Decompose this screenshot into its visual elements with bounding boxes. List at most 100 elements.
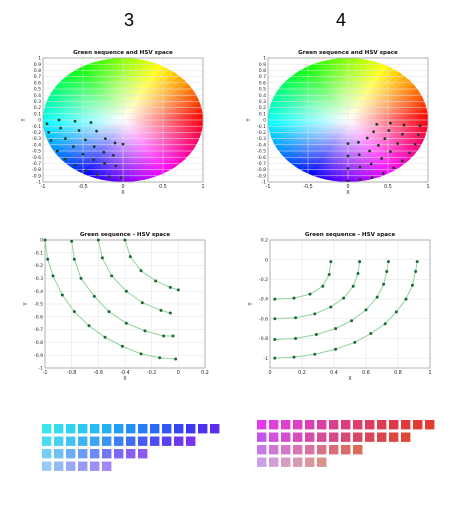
data-point: [128, 255, 132, 259]
data-point: [292, 355, 296, 359]
color-swatch: [90, 461, 100, 471]
y-tick-label: -1: [263, 356, 268, 362]
y-tick-label: -0.8: [32, 167, 41, 173]
color-swatch: [425, 420, 435, 430]
y-tick-label: 0: [40, 238, 43, 244]
color-swatch: [78, 436, 88, 446]
y-tick-label: 0.8: [259, 68, 266, 74]
data-point: [381, 171, 385, 175]
color-swatch: [389, 432, 399, 442]
color-swatch: [341, 445, 351, 455]
y-tick-label: -0.4: [32, 142, 41, 148]
y-tick-label: -0.7: [34, 327, 43, 333]
data-point: [389, 121, 392, 125]
data-point: [123, 238, 127, 242]
data-point: [47, 131, 50, 134]
color-swatch: [377, 420, 387, 430]
color-swatch: [126, 436, 136, 446]
y-tick-label: -0.8: [259, 336, 268, 342]
y-tick-label: -0.1: [257, 124, 266, 130]
data-point: [158, 356, 162, 360]
y-tick-label: -0.3: [32, 136, 41, 142]
y-tick-label: -1: [38, 366, 43, 372]
data-point: [383, 137, 387, 141]
color-swatch: [114, 449, 124, 459]
data-point: [139, 269, 143, 273]
color-swatch: [42, 424, 52, 434]
y-tick-label: -1: [261, 180, 266, 186]
color-swatch: [401, 420, 411, 430]
color-swatch: [78, 461, 88, 471]
x-tick-label: -0.2: [147, 370, 156, 376]
x-axis-label: X: [121, 190, 125, 196]
color-swatch: [150, 424, 160, 434]
data-point: [401, 132, 404, 136]
data-point: [84, 169, 88, 173]
color-swatch: [269, 432, 279, 442]
y-tick-label: 0.2: [261, 238, 268, 244]
color-swatch: [293, 445, 303, 455]
y-tick-label: -0.3: [34, 276, 43, 282]
color-swatch: [257, 445, 267, 455]
data-point: [89, 121, 93, 124]
color-swatch: [138, 424, 148, 434]
y-tick-label: -0.2: [259, 277, 268, 283]
color-swatch: [42, 449, 52, 459]
chart-0: Green sequence and HSV space -1 -0.5 0 0.5 1 -…: [21, 50, 205, 196]
y-tick-label: 0: [265, 257, 268, 263]
y-tick-label: 0.8: [34, 68, 41, 74]
data-point: [171, 334, 175, 338]
data-point: [72, 310, 76, 314]
series-0: [346, 124, 422, 183]
series-0: [43, 238, 178, 361]
color-swatch: [78, 424, 88, 434]
y-tick-label: 0: [263, 118, 266, 124]
data-point: [273, 337, 277, 341]
color-swatch: [329, 445, 339, 455]
data-point: [176, 288, 180, 292]
color-swatch: [257, 457, 267, 467]
chart-title: Green sequence - HSV space: [80, 232, 170, 238]
data-point: [110, 274, 114, 278]
color-swatch: [293, 432, 303, 442]
data-point: [370, 176, 374, 180]
x-tick-label: 1: [201, 184, 204, 190]
data-point: [353, 340, 357, 344]
series-2: [273, 260, 362, 321]
data-point: [313, 352, 317, 356]
data-point: [96, 238, 100, 242]
y-tick-label: -0.9: [257, 173, 266, 179]
x-tick-label: 0.6: [362, 370, 370, 376]
color-swatch: [293, 457, 303, 467]
data-point: [402, 123, 406, 127]
y-tick-label: 0.6: [259, 80, 266, 86]
y-tick-label: 0.4: [259, 93, 266, 99]
color-swatch: [353, 432, 363, 442]
data-point: [417, 133, 420, 137]
data-point: [168, 311, 172, 315]
series-2: [73, 119, 115, 157]
data-point: [342, 296, 346, 300]
x-tick-label: 0.5: [159, 184, 167, 190]
x-tick-label: -0.8: [67, 370, 76, 376]
data-point: [43, 238, 47, 242]
y-tick-label: -0.9: [34, 353, 43, 359]
color-swatch: [341, 420, 351, 430]
color-swatch: [126, 424, 136, 434]
data-point: [380, 157, 383, 160]
data-point: [410, 283, 414, 287]
y-tick-label: -0.2: [34, 263, 43, 269]
color-swatch: [329, 432, 339, 442]
data-point: [72, 145, 75, 149]
data-point: [383, 322, 387, 326]
y-tick-label: 0.2: [259, 105, 266, 111]
color-swatch: [305, 432, 315, 442]
color-swatch: [353, 445, 363, 455]
y-tick-label: -0.5: [32, 149, 41, 155]
color-swatch: [90, 424, 100, 434]
y-axis-label: Y: [246, 118, 252, 123]
data-point: [389, 150, 392, 154]
y-tick-label: 1: [38, 56, 41, 62]
x-tick-label: -0.4: [120, 370, 129, 376]
y-tick-label: 0.1: [34, 111, 41, 117]
